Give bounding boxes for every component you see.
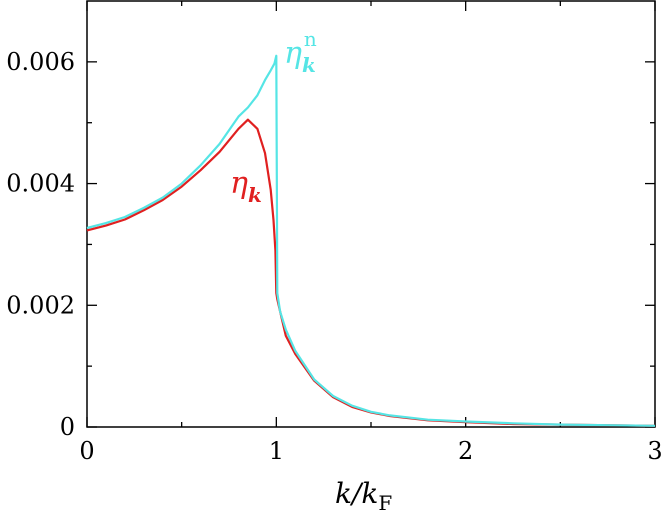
series-label-eta-n-base: η	[284, 36, 302, 71]
series-line-eta-n	[86, 54, 656, 427]
y-tick-label: 0.004	[6, 170, 75, 198]
series-label-eta-n: ηkn	[284, 27, 317, 77]
x-tick-label: 0	[79, 437, 94, 465]
x-tick-label: 1	[269, 437, 284, 465]
series-label-eta-sub: k	[248, 183, 262, 207]
x-tick-label: 2	[458, 437, 473, 465]
series-line-eta	[86, 118, 656, 427]
series-label-eta: ηk	[230, 166, 262, 207]
y-tick-label: 0	[60, 413, 75, 441]
series-label-eta-n-sup: n	[304, 27, 317, 51]
x-tick-label: 3	[647, 437, 662, 465]
series-layer	[86, 54, 656, 427]
y-tick-label: 0.006	[6, 48, 75, 76]
axis-tick-labels: 0 1 2 3 0 0.002 0.004 0.006	[6, 48, 662, 465]
x-axis-label-main: k/k	[335, 477, 378, 510]
series-label-eta-n-sub: k	[302, 53, 316, 77]
axis-ticks	[86, 1, 656, 428]
series-label-eta-base: η	[230, 166, 248, 201]
x-axis-label-sub: F	[378, 491, 392, 515]
y-tick-label: 0.002	[6, 291, 75, 319]
plot-frame	[86, 0, 656, 428]
x-axis-label: k/kF	[335, 477, 392, 515]
